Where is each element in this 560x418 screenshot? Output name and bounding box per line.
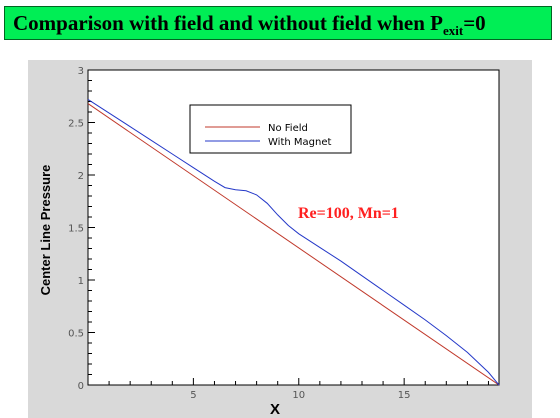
- parameter-annotation: Re=100, Mn=1: [298, 205, 399, 222]
- y-tick-label: 1.5: [68, 224, 84, 235]
- title-tail: =0: [463, 11, 486, 35]
- x-tick-label: 5: [190, 390, 196, 401]
- series-lines: [87, 98, 500, 386]
- legend-label-no-field: No Field: [268, 123, 308, 134]
- y-tick-label: 0.5: [68, 329, 84, 340]
- y-axis-label: Center Line Pressure: [38, 165, 53, 296]
- legend-box: [189, 104, 352, 154]
- x-tick-label: 15: [398, 390, 411, 401]
- legend: No Field With Magnet: [189, 104, 352, 154]
- series-line-no-field: [87, 103, 500, 386]
- y-tick-label: 3: [78, 66, 84, 77]
- y-tick-label: 0: [78, 381, 84, 392]
- title-subscript: exit: [442, 23, 464, 38]
- chart-panel: 0 0.5 1 1.5 2 2.5 3 5 10 15 X Center Line Pressur…: [28, 60, 532, 418]
- legend-label-with-magnet: With Magnet: [268, 137, 331, 148]
- y-tick-label: 1: [78, 276, 84, 287]
- series-line-with-magnet: [87, 98, 500, 386]
- x-axis-label: X: [270, 401, 280, 418]
- title-main: Comparison with field and without field …: [13, 11, 443, 35]
- x-tick-label: 10: [292, 390, 305, 401]
- y-tick-label: 2: [78, 171, 84, 182]
- pressure-chart: 0 0.5 1 1.5 2 2.5 3 5 10 15 X Center Line Pressur…: [38, 66, 500, 418]
- slide-title: Comparison with field and without field …: [4, 6, 552, 40]
- y-tick-label: 2.5: [68, 119, 84, 130]
- tick-marks: 0 0.5 1 1.5 2 2.5 3 5 10 15: [68, 66, 489, 401]
